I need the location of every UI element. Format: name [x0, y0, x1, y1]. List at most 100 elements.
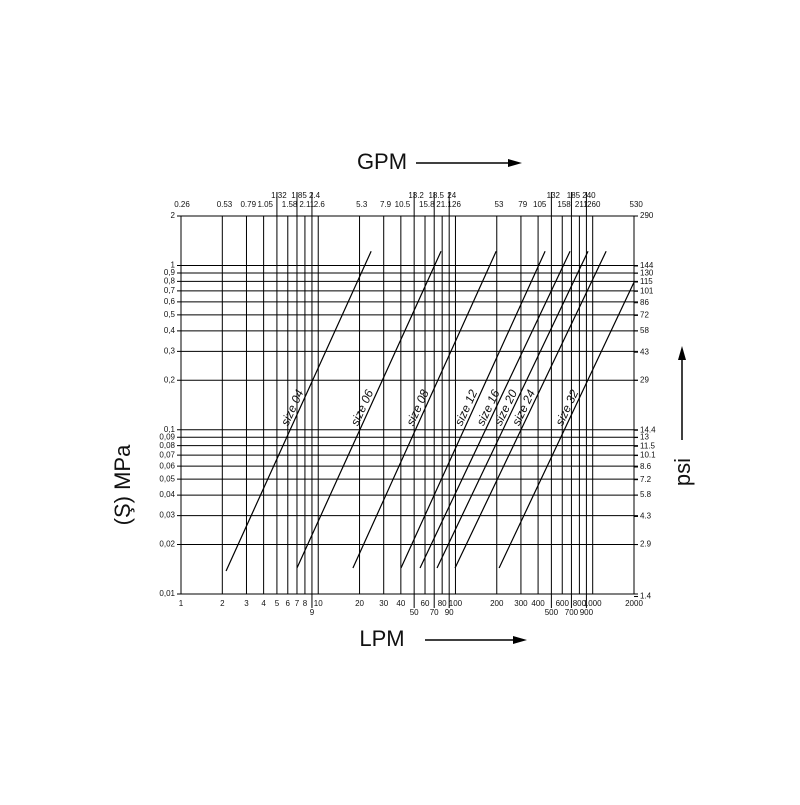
x-tick-label: 10 — [314, 599, 323, 608]
y-tick-label: 0,07 — [159, 450, 175, 459]
y2-tick-label: 290 — [640, 211, 654, 220]
x-tick-label: 9 — [310, 608, 315, 617]
x2-tick-label: 53 — [495, 200, 504, 209]
x2-tick-label: 132 — [547, 191, 561, 200]
x-tick-label: 900 — [580, 608, 594, 617]
series-line — [436, 251, 589, 569]
series-line — [454, 251, 607, 569]
x2-axis-title: GPM — [357, 149, 407, 174]
y-tick-label: 0,09 — [159, 432, 175, 441]
y2-tick-label: 86 — [640, 298, 649, 307]
x-tick-label: 90 — [445, 608, 454, 617]
x2-tick-label: 2.4 — [309, 191, 321, 200]
y-tick-label: 0,2 — [164, 375, 176, 384]
x-axis-title: LPM — [359, 626, 404, 651]
y-tick-label: 0,02 — [159, 540, 175, 549]
series-line — [400, 251, 546, 569]
x2-tick-label: 530 — [630, 200, 644, 209]
x2-tick-label: 13.2 — [408, 191, 424, 200]
y2-tick-label: 4.3 — [640, 512, 652, 521]
y2-tick-label: 72 — [640, 311, 649, 320]
x2-tick-label: 5.3 — [356, 200, 368, 209]
x2-tick-label: 7.9 — [380, 200, 392, 209]
y2-tick-label: 11.5 — [640, 441, 656, 450]
x2-tick-label: 26 — [452, 200, 461, 209]
x2-tick-label: 240 — [582, 191, 596, 200]
x-tick-label: 70 — [430, 608, 439, 617]
y-tick-label: 0,05 — [159, 474, 175, 483]
x-tick-label: 2 — [220, 599, 225, 608]
y-tick-label: 0,04 — [159, 490, 175, 499]
x-tick-label: 700 — [565, 608, 579, 617]
y-tick-label: 0,5 — [164, 310, 176, 319]
y2-tick-label: 5.8 — [640, 490, 652, 499]
arrow-head — [513, 636, 527, 644]
x2-tick-label: 1.05 — [257, 200, 273, 209]
x-tick-label: 6 — [286, 599, 291, 608]
y2-tick-label: 10.1 — [640, 451, 656, 460]
plot-frame — [180, 215, 635, 595]
x-tick-label: 400 — [531, 599, 545, 608]
y2-tick-label: 8.6 — [640, 462, 652, 471]
x-tick-label: 2000 — [625, 599, 643, 608]
x-tick-label: 4 — [261, 599, 266, 608]
y-tick-label: 0,7 — [164, 286, 176, 295]
series-line — [225, 251, 372, 572]
y-tick-label: 0,3 — [164, 346, 176, 355]
y2-tick-label: 144 — [640, 261, 654, 270]
arrow-head — [678, 346, 686, 360]
x2-tick-label: 1.32 — [271, 191, 287, 200]
x2-tick-label: 1.58 — [282, 200, 298, 209]
y2-tick-label: 7.2 — [640, 475, 652, 484]
x2-tick-label: 260 — [587, 200, 601, 209]
y-tick-label: 0,9 — [164, 268, 176, 277]
y-axis-title: (Ş) MPa — [110, 444, 135, 525]
x-tick-label: 3 — [244, 599, 249, 608]
x2-tick-label: 79 — [518, 200, 527, 209]
x2-tick-label: 158 — [557, 200, 571, 209]
x-tick-label: 7 — [295, 599, 300, 608]
x2-tick-label: 0.26 — [174, 200, 190, 209]
x-tick-label: 40 — [396, 599, 405, 608]
series-line — [419, 251, 571, 569]
x-tick-label: 300 — [514, 599, 528, 608]
x-tick-label: 20 — [355, 599, 364, 608]
x2-tick-label: 10.5 — [395, 200, 411, 209]
y2-tick-label: 101 — [640, 286, 654, 295]
arrow-head — [508, 159, 522, 167]
series-line — [296, 251, 442, 569]
x2-tick-label: 0.53 — [217, 200, 233, 209]
y-tick-label: 0,06 — [159, 461, 175, 470]
x2-tick-label: 105 — [533, 200, 547, 209]
x-tick-label: 5 — [275, 599, 280, 608]
y2-tick-label: 115 — [640, 277, 653, 286]
x-tick-label: 1 — [179, 599, 184, 608]
x2-tick-label: 185 — [567, 191, 581, 200]
y2-tick-label: 2.9 — [640, 540, 652, 549]
series-line — [498, 282, 635, 569]
x2-tick-label: 21.1 — [436, 200, 452, 209]
y-tick-label: 0,4 — [164, 326, 176, 335]
x2-tick-label: 15.8 — [419, 200, 435, 209]
y2-axis-title: psi — [670, 458, 695, 486]
y-tick-label: 2 — [171, 211, 176, 220]
x-tick-label: 600 — [556, 599, 570, 608]
y2-tick-label: 130 — [640, 268, 654, 277]
x2-tick-label: 1.85 — [291, 191, 307, 200]
y-tick-label: 0,8 — [164, 276, 176, 285]
y-tick-label: 0,6 — [164, 297, 176, 306]
y2-tick-label: 43 — [640, 347, 649, 356]
x-tick-label: 30 — [379, 599, 388, 608]
y2-tick-label: 58 — [640, 326, 649, 335]
x-tick-label: 8 — [303, 599, 308, 608]
y2-tick-label: 1.4 — [640, 592, 652, 601]
y-tick-label: 0,01 — [159, 589, 175, 598]
x-tick-label: 1000 — [584, 599, 602, 608]
x-tick-label: 60 — [421, 599, 430, 608]
x2-tick-label: 2.6 — [314, 200, 326, 209]
x2-tick-label: 24 — [447, 191, 456, 200]
x-tick-label: 50 — [410, 608, 419, 617]
y-tick-label: 0,08 — [159, 441, 175, 450]
y2-tick-label: 13 — [640, 433, 649, 442]
